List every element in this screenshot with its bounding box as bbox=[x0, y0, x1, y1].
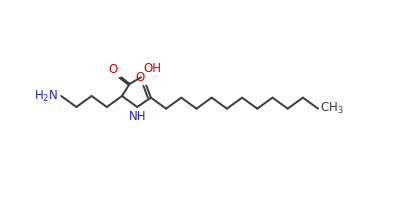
Text: O: O bbox=[109, 63, 118, 76]
Text: CH$_3$: CH$_3$ bbox=[320, 101, 344, 116]
Text: OH: OH bbox=[143, 62, 161, 75]
Text: NH: NH bbox=[128, 110, 146, 123]
Text: O: O bbox=[136, 71, 145, 84]
Text: H$_2$N: H$_2$N bbox=[34, 88, 58, 104]
